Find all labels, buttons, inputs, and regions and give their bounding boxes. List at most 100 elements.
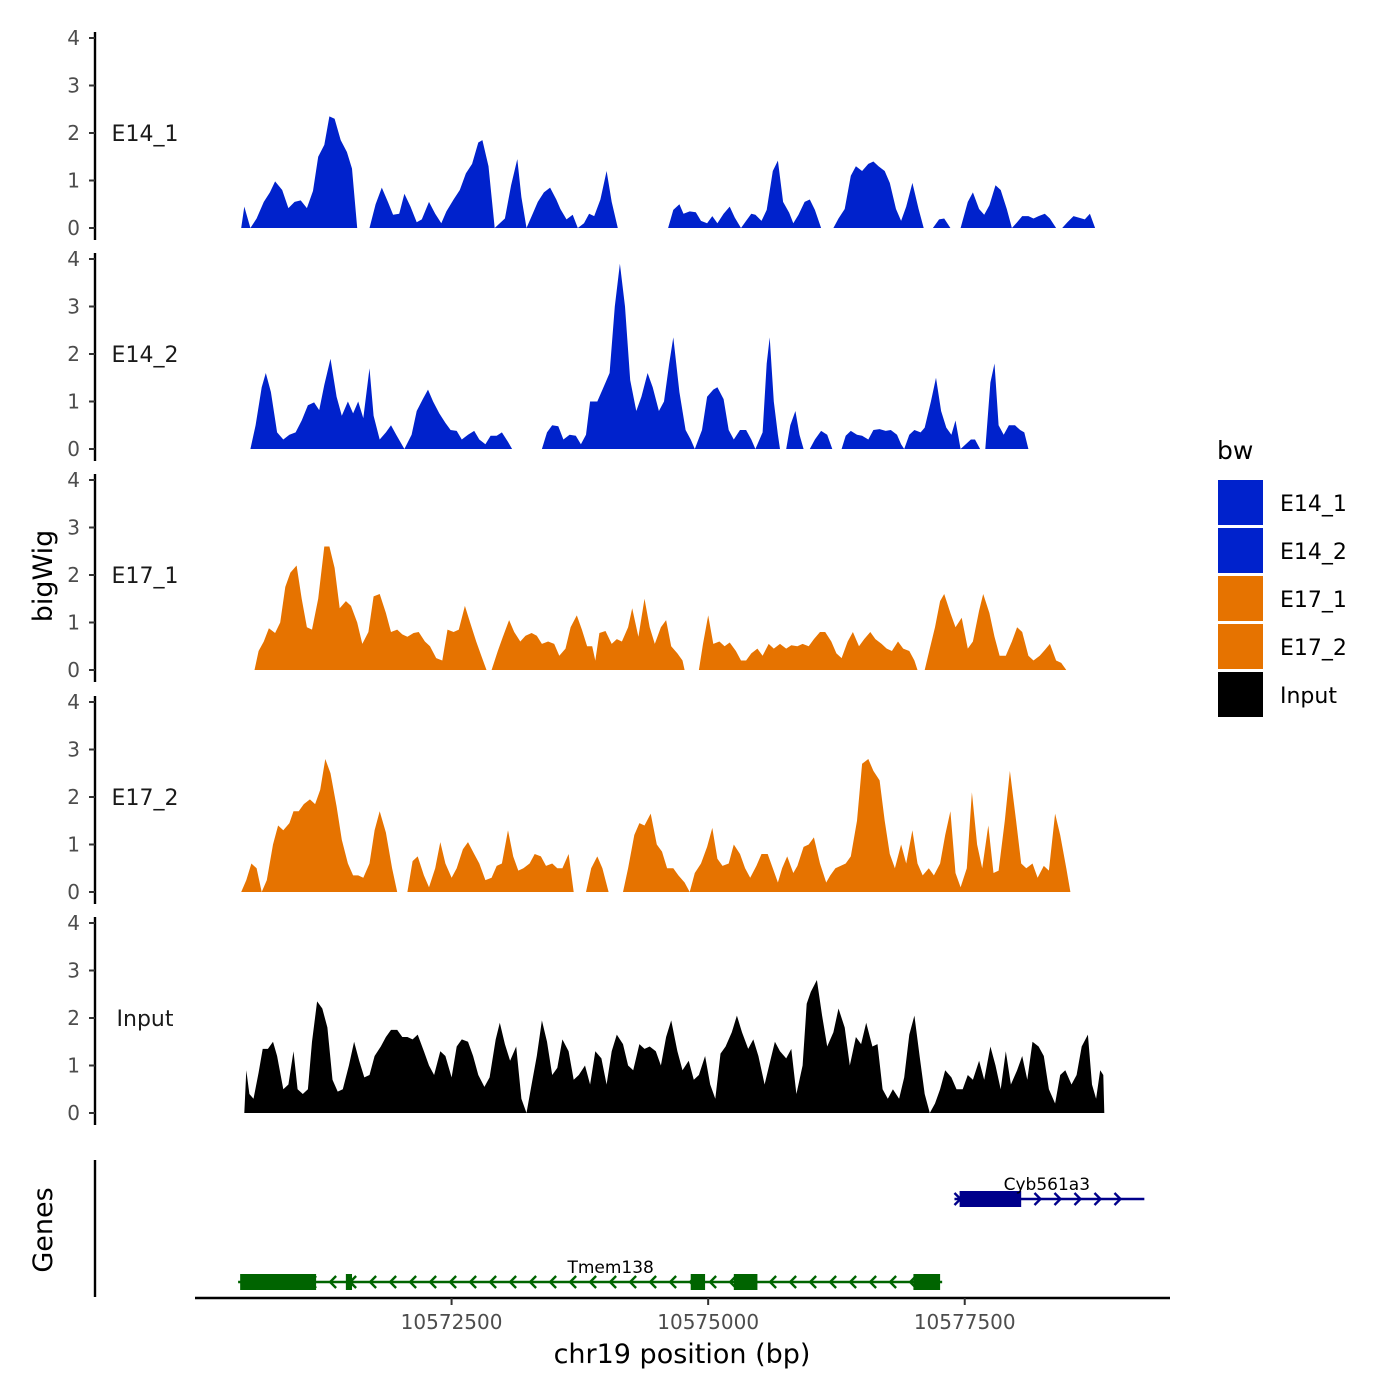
- y-tick-label: 0: [67, 216, 80, 240]
- strand-arrow: [468, 1275, 477, 1289]
- strand-arrow: [1053, 1192, 1063, 1206]
- track-label: E17_1: [112, 564, 179, 589]
- legend-item-E14_2: E14_2: [1218, 528, 1347, 573]
- signal-area-E17_1: [491, 598, 685, 670]
- exon-block: [733, 1274, 758, 1290]
- strand-arrow: [668, 1275, 677, 1289]
- y-axis-title: bigWig: [28, 530, 59, 623]
- exon-block: [345, 1274, 353, 1290]
- signal-area-E17_2: [407, 830, 574, 892]
- strand-arrow: [828, 1275, 837, 1289]
- track-label: E14_2: [112, 343, 179, 368]
- gene-Tmem138: Tmem138: [238, 1258, 943, 1290]
- strand-arrow: [648, 1275, 657, 1289]
- strand-arrow: [1093, 1192, 1103, 1206]
- y-tick-label: 4: [67, 468, 80, 492]
- signal-area-E14_2: [841, 377, 981, 449]
- x-tick-label: 10575000: [657, 1310, 759, 1334]
- y-tick-label: 2: [67, 121, 80, 145]
- signal-area-E14_2: [541, 263, 780, 449]
- track-E17_2: 0 1 2 3 4 E17_2: [67, 690, 1071, 904]
- signal-area-E17_2: [241, 759, 398, 892]
- strand-arrow: [588, 1275, 597, 1289]
- strand-arrow: [788, 1275, 797, 1289]
- y-tick-label: 3: [67, 74, 80, 98]
- signal-area-Input: [244, 980, 1105, 1113]
- strand-arrow: [708, 1275, 717, 1289]
- signal-area-E17_1: [254, 546, 487, 670]
- y-tick-label: 2: [67, 563, 80, 587]
- legend-swatch: [1218, 672, 1263, 717]
- strand-arrow: [548, 1275, 557, 1289]
- strand-arrow: [1033, 1192, 1043, 1206]
- strand-arrow: [768, 1275, 777, 1289]
- strand-arrow: [888, 1275, 897, 1289]
- exon-block: [690, 1274, 706, 1290]
- legend-label: Input: [1280, 684, 1337, 709]
- strand-arrow: [408, 1275, 417, 1289]
- strand-arrow: [628, 1275, 637, 1289]
- y-tick-label: 1: [67, 169, 80, 193]
- legend-title: bw: [1217, 436, 1253, 465]
- y-tick-label: 1: [67, 1054, 80, 1078]
- gene-Cyb561a3: Cyb561a3: [953, 1175, 1145, 1207]
- track-Input: 0 1 2 3 4 Input: [67, 911, 1105, 1125]
- signal-area-E14_1: [668, 160, 822, 228]
- y-tick-label: 2: [67, 785, 80, 809]
- signal-area-E14_2: [809, 430, 833, 449]
- signal-area-E14_2: [250, 358, 513, 449]
- strand-arrow: [808, 1275, 817, 1289]
- y-tick-label: 2: [67, 1006, 80, 1030]
- y-tick-label: 1: [67, 390, 80, 414]
- legend-swatch: [1218, 624, 1263, 669]
- signal-area-E17_1: [924, 594, 1067, 670]
- legend-swatch: [1218, 528, 1263, 573]
- signal-area-E14_1: [833, 161, 924, 228]
- strand-arrow: [448, 1275, 457, 1289]
- signal-area-E14_1: [932, 218, 951, 228]
- legend-label: E17_1: [1280, 588, 1347, 613]
- legend-item-E17_1: E17_1: [1218, 576, 1347, 621]
- track-label: E14_1: [112, 122, 179, 147]
- strand-arrow: [508, 1275, 517, 1289]
- signal-area-E14_1: [1062, 213, 1096, 228]
- x-tick-label: 10572500: [401, 1310, 503, 1334]
- exon-block: [913, 1274, 941, 1290]
- legend-label: E14_2: [1280, 540, 1347, 565]
- y-tick-label: 0: [67, 1101, 80, 1125]
- strand-arrow: [428, 1275, 437, 1289]
- gene-name-label: Cyb561a3: [1004, 1175, 1090, 1195]
- track-E14_1: 0 1 2 3 4 E14_1: [67, 26, 1096, 240]
- legend-item-Input: Input: [1218, 672, 1337, 717]
- signal-area-E14_1: [960, 185, 1057, 228]
- legend-item-E14_1: E14_1: [1218, 480, 1347, 525]
- x-axis: 10572500 10575000 10577500: [195, 1296, 1170, 1334]
- y-tick-label: 0: [67, 658, 80, 682]
- strand-arrow: [388, 1275, 397, 1289]
- track-label: Input: [117, 1007, 174, 1032]
- y-tick-label: 3: [67, 738, 80, 762]
- strand-arrow: [608, 1275, 617, 1289]
- strand-arrow: [848, 1275, 857, 1289]
- y-tick-label: 3: [67, 516, 80, 540]
- gene-track: Cyb561a3 Tmem138: [93, 1160, 1145, 1297]
- legend-label: E17_2: [1280, 636, 1347, 661]
- signal-area-E17_2: [623, 759, 1071, 892]
- signal-area-E17_2: [586, 856, 609, 892]
- legend-swatch: [1218, 480, 1263, 525]
- strand-arrow: [868, 1275, 877, 1289]
- strand-arrow: [368, 1275, 377, 1289]
- strand-arrow: [488, 1275, 497, 1289]
- x-tick-label: 10577500: [914, 1310, 1016, 1334]
- track-E17_1: 0 1 2 3 4 E17_1: [67, 468, 1067, 682]
- y-tick-label: 0: [67, 880, 80, 904]
- signal-area-E14_1: [241, 116, 358, 228]
- legend-items: E14_1 E14_2 E17_1 E17_2 Input: [1218, 480, 1347, 717]
- strand-arrow: [1113, 1192, 1123, 1206]
- y-tick-label: 3: [67, 959, 80, 983]
- exon-block: [959, 1191, 1022, 1207]
- legend-item-E17_2: E17_2: [1218, 624, 1347, 669]
- y-tick-label: 1: [67, 611, 80, 635]
- exon-block: [240, 1274, 317, 1290]
